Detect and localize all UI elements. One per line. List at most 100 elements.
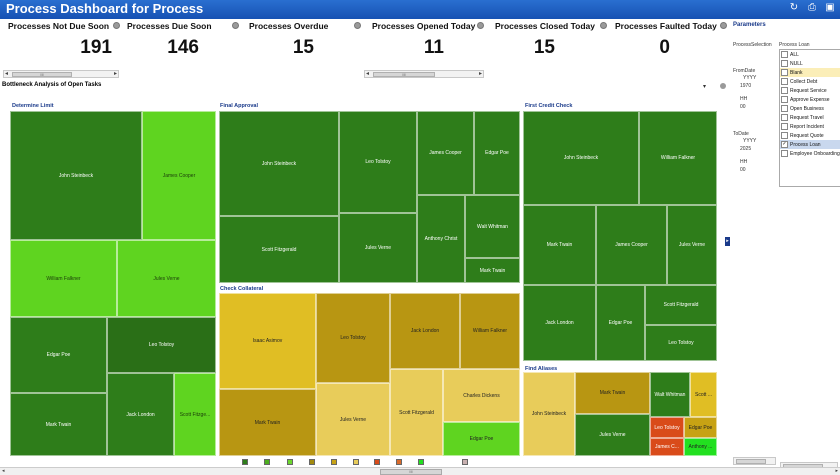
treemap-cell[interactable]: Scott Fitzge... [174, 373, 216, 456]
process-option[interactable]: Collect Debt [780, 77, 840, 86]
treemap-cell[interactable]: Scott Fitzgerald [219, 216, 339, 283]
chevron-down-icon[interactable]: ▾ [703, 84, 707, 90]
treemap-cell[interactable]: Jack London [523, 285, 596, 361]
process-option[interactable]: NULL [780, 59, 840, 68]
treemap-cell[interactable]: Leo Tolstoy [645, 325, 717, 361]
info-icon[interactable] [232, 22, 239, 29]
process-option[interactable]: Open Business [780, 104, 840, 113]
checkmark-icon[interactable]: ✓ [781, 141, 788, 148]
treemap-cell[interactable]: Leo Tolstoy [107, 317, 216, 373]
scroll-left-icon[interactable]: ◂ [366, 71, 370, 77]
treemap-cell[interactable]: Anthony Christ [417, 195, 465, 283]
scroll-left-icon[interactable]: ◂ [5, 71, 9, 77]
treemap-cell[interactable]: Edgar Poe [474, 111, 520, 195]
treemap-cell[interactable]: James C... [650, 438, 684, 456]
treemap-cell[interactable]: James Cooper [417, 111, 474, 195]
treemap-cell[interactable]: Scott Fitzgerald [645, 285, 717, 325]
params-scrollbar-left[interactable] [733, 457, 776, 465]
treemap-cell[interactable]: John Steinbeck [10, 111, 142, 240]
process-option[interactable]: Request Service [780, 86, 840, 95]
info-icon[interactable] [354, 22, 361, 29]
treemap-cell[interactable]: Mark Twain [575, 372, 650, 414]
kpi-scrollbar-left[interactable]: ◂ III ▸ [3, 70, 119, 78]
scroll-right-icon[interactable]: ▸ [478, 71, 482, 77]
treemap-cell[interactable]: Leo Tolstoy [339, 111, 417, 213]
treemap-cell[interactable]: Jules Verne [575, 414, 650, 456]
treemap-cell[interactable]: Mark Twain [523, 205, 596, 285]
treemap-cell[interactable]: William Falkner [10, 240, 117, 317]
scroll-thumb[interactable] [736, 459, 766, 464]
treemap-cell[interactable]: Jules Verne [339, 213, 417, 283]
scroll-left-icon[interactable]: ◂ [2, 468, 5, 474]
treemap-cell[interactable]: William Falkner [460, 293, 520, 369]
treemap-cell[interactable]: John Steinbeck [219, 111, 339, 216]
treemap-cell[interactable]: Jules Verne [316, 383, 390, 456]
checkbox[interactable] [781, 87, 788, 94]
process-option[interactable]: Employee Onboarding [780, 149, 840, 158]
scroll-thumb[interactable]: III [373, 72, 435, 77]
to-hh-input[interactable]: 00 [740, 167, 746, 173]
treemap-cell[interactable]: Edgar Poe [684, 417, 717, 438]
treemap-cell[interactable]: Isaac Asimov [219, 293, 316, 389]
process-option[interactable]: Report Incident [780, 122, 840, 131]
treemap-cell[interactable]: Charles Dickens [443, 369, 520, 422]
scroll-thumb[interactable]: III [380, 469, 442, 475]
treemap-cell[interactable]: Edgar Poe [10, 317, 107, 393]
treemap-cell[interactable]: Anthony ... [684, 438, 717, 456]
treemap-cell[interactable]: Jules Verne [667, 205, 717, 285]
treemap-cell[interactable]: Walt Whitman [465, 195, 520, 258]
process-option[interactable]: Request Travel [780, 113, 840, 122]
kpi-scrollbar-mid[interactable]: ◂ III ▸ [364, 70, 484, 78]
scroll-thumb[interactable]: III [12, 72, 72, 77]
treemap-cell[interactable]: James Cooper [142, 111, 216, 240]
checkbox[interactable] [781, 114, 788, 121]
process-option[interactable]: Request Quote [780, 131, 840, 140]
export-icon[interactable]: ▣ [825, 2, 835, 13]
checkbox[interactable] [781, 132, 788, 139]
treemap-cell[interactable]: Mark Twain [219, 389, 316, 456]
from-yyyy-input[interactable]: 1970 [740, 83, 752, 89]
treemap-cell[interactable]: John Steinbeck [523, 111, 639, 205]
treemap-cell[interactable]: Walt Whitman [650, 372, 690, 417]
process-option[interactable]: Blank [780, 68, 840, 77]
from-hh-input[interactable]: 00 [740, 104, 746, 110]
treemap-cell[interactable]: Edgar Poe [443, 422, 520, 456]
treemap-cell[interactable]: Edgar Poe [596, 285, 645, 361]
info-icon[interactable] [477, 22, 484, 29]
treemap-cell[interactable]: William Falkner [639, 111, 717, 205]
checkbox[interactable] [781, 123, 788, 130]
info-icon[interactable] [113, 22, 120, 29]
checkbox[interactable] [781, 105, 788, 112]
info-icon[interactable] [720, 22, 727, 29]
treemap-cell[interactable]: James Cooper [596, 205, 667, 285]
treemap-cell[interactable]: Leo Tolstoy [650, 417, 684, 438]
treemap-cell[interactable]: John Steinbeck [523, 372, 575, 456]
treemap-cell[interactable]: Jules Verne [117, 240, 216, 317]
process-option[interactable]: ✓ Process Loan [780, 140, 840, 149]
print-icon[interactable]: ⎙ [808, 2, 816, 13]
treemap-cell[interactable]: Jack London [390, 293, 460, 369]
treemap-cell[interactable]: Scott ... [690, 372, 717, 417]
treemap-cell[interactable]: Scott Fitzgerald [390, 369, 443, 456]
expand-arrow-icon[interactable]: ▸ [725, 237, 730, 246]
treemap-cell[interactable]: Leo Tolstoy [316, 293, 390, 383]
info-icon[interactable] [720, 83, 726, 89]
treemap-cell[interactable]: Mark Twain [10, 393, 107, 456]
checkbox[interactable] [781, 69, 788, 76]
kpi-label: Processes Opened Today [372, 21, 476, 31]
refresh-icon[interactable]: ↻ [789, 2, 799, 13]
checkbox[interactable] [781, 150, 788, 157]
checkbox[interactable] [781, 51, 788, 58]
scroll-right-icon[interactable]: ▸ [835, 468, 838, 474]
treemap-cell[interactable]: Jack London [107, 373, 174, 456]
process-option[interactable]: Approve Expense [780, 95, 840, 104]
checkbox[interactable] [781, 96, 788, 103]
process-option[interactable]: ALL [780, 50, 840, 59]
info-icon[interactable] [600, 22, 607, 29]
process-listbox[interactable]: ALL NULL Blank Collect Debt Request Serv… [779, 49, 840, 187]
checkbox[interactable] [781, 60, 788, 67]
treemap-cell[interactable]: Mark Twain [465, 258, 520, 283]
checkbox[interactable] [781, 78, 788, 85]
scroll-right-icon[interactable]: ▸ [113, 71, 117, 77]
to-yyyy-input[interactable]: 2025 [740, 146, 752, 152]
